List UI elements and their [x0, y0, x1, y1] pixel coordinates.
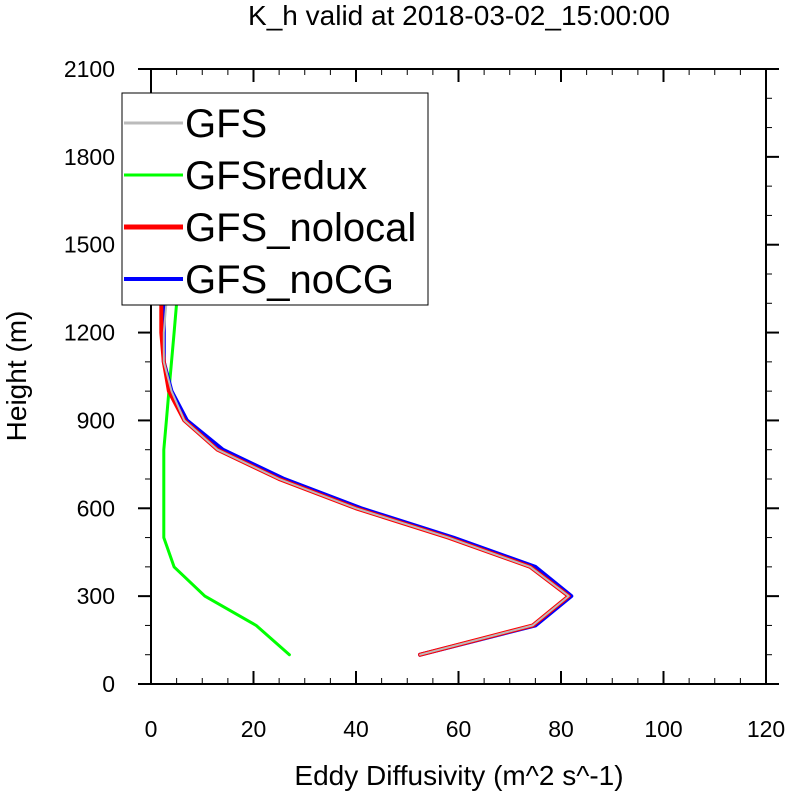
legend-box	[121, 92, 429, 306]
y-tick-label: 1200	[64, 320, 115, 346]
x-axis-label: Eddy Diffusivity (m^2 s^-1)	[294, 760, 623, 791]
x-tick-label: 120	[747, 716, 785, 742]
y-tick-label: 2100	[64, 56, 115, 82]
x-tick-label: 20	[241, 716, 267, 742]
y-tick-label: 300	[77, 583, 115, 609]
y-tick-label: 1800	[64, 144, 115, 170]
legend-label: GFSredux	[185, 154, 367, 198]
legend-label: GFS_noCG	[185, 258, 394, 302]
y-axis-label: Height (m)	[1, 311, 32, 442]
legend-label: GFS	[185, 102, 267, 146]
chart-title: K_h valid at 2018-03-02_15:00:00	[248, 0, 670, 31]
legend: GFS GFSredux GFS_nolocal GFS_noCG	[121, 92, 429, 306]
legend-label: GFS_nolocal	[185, 206, 416, 250]
y-tick-label: 900	[77, 407, 115, 433]
x-tick-label: 40	[343, 716, 369, 742]
y-tick-label: 1500	[64, 232, 115, 258]
x-tick-label: 100	[644, 716, 682, 742]
axis-ticks	[138, 68, 779, 685]
x-tick-label: 80	[548, 716, 574, 742]
tick-labels: 0 20 40 60 80 100 1200300600900120015001800210…	[64, 56, 785, 742]
x-tick-label: 0	[145, 716, 158, 742]
x-tick-label: 60	[446, 716, 472, 742]
y-tick-label: 0	[102, 671, 115, 697]
y-tick-label: 600	[77, 495, 115, 521]
